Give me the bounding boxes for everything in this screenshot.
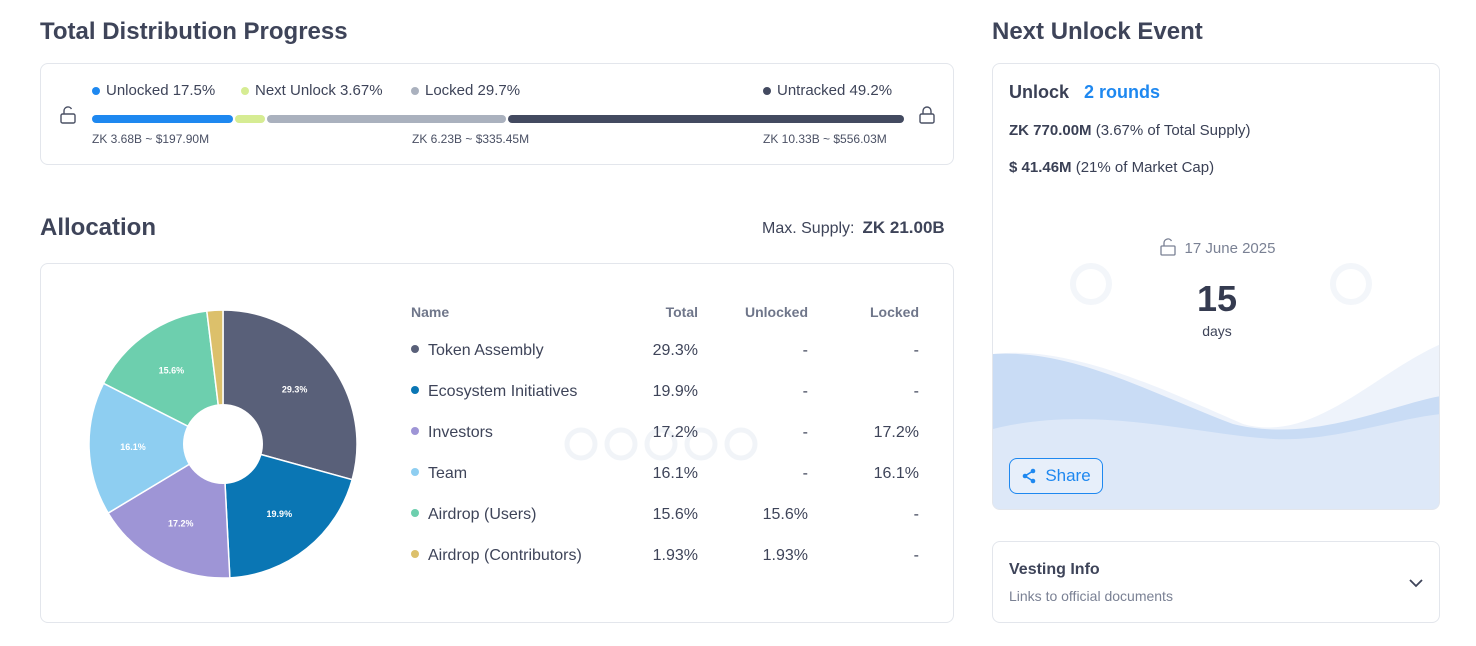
wave-decoration: [993, 344, 1439, 509]
row-locked: -: [913, 341, 919, 359]
row-unlocked: -: [802, 423, 808, 441]
row-total: 1.93%: [652, 546, 698, 564]
pie-slice[interactable]: [102, 310, 224, 446]
unlocked-amount: ZK 3.68B ~ $197.90M: [92, 132, 210, 146]
countdown-value: 15: [1196, 278, 1238, 319]
col-locked: Locked: [869, 304, 919, 320]
max-supply: Max. Supply: ZK 21.00B: [762, 218, 945, 237]
allocation-table: Name Total Unlocked Locked Token Assembl…: [411, 304, 919, 576]
vesting-title: Vesting Info: [1009, 561, 1100, 578]
untracked-amount: ZK 10.33B ~ $556.03M: [763, 132, 887, 146]
row-unlocked: -: [802, 464, 808, 482]
next-unlock-card: Unlock 2 rounds ZK 770.00M (3.67% of Tot…: [992, 63, 1440, 510]
countdown-unit: days: [1202, 323, 1232, 339]
row-name: Airdrop (Users): [411, 494, 646, 535]
row-name: Team: [411, 453, 646, 494]
row-total: 15.6%: [652, 505, 698, 523]
row-name: Token Assembly: [411, 330, 646, 371]
pie-slice-label: 16.1%: [120, 442, 146, 452]
table-row: Ecosystem Initiatives 19.9% - -: [411, 371, 919, 412]
progress-segment: [92, 115, 233, 123]
progress-segment: [234, 115, 265, 123]
table-row: Team 16.1% - 16.1%: [411, 453, 919, 494]
legend-next-unlock: Next Unlock 3.67%: [241, 82, 383, 99]
row-unlocked: -: [802, 382, 808, 400]
pie-slice-label: 19.9%: [267, 509, 293, 519]
share-icon: [1023, 468, 1036, 484]
row-color-dot: [411, 508, 419, 517]
progress-segment: [266, 115, 506, 123]
row-unlocked: 15.6%: [762, 505, 808, 523]
row-name: Investors: [411, 412, 646, 453]
chevron-down-icon[interactable]: [1409, 578, 1423, 588]
table-row: Investors 17.2% - 17.2%: [411, 412, 919, 453]
row-total: 19.9%: [652, 382, 698, 400]
share-button[interactable]: Share: [1009, 458, 1103, 494]
pie-slice-label: 15.6%: [159, 365, 185, 375]
pie-slice-label: 17.2%: [168, 518, 194, 528]
unlock-header: Unlock 2 rounds: [1009, 82, 1161, 102]
pie-slice[interactable]: [107, 442, 231, 579]
row-locked: 16.1%: [873, 464, 919, 482]
progress-segment: [507, 115, 905, 123]
next-unlock-title: Next Unlock Event: [992, 18, 1203, 45]
row-locked: -: [913, 505, 919, 523]
locked-amount: ZK 6.23B ~ $335.45M: [412, 132, 530, 146]
row-color-dot: [411, 467, 419, 476]
row-total: 16.1%: [652, 464, 698, 482]
row-color-dot: [411, 426, 419, 435]
allocation-card: 29.3% 19.9% 17.2% 16.1% 15.6% Name Total Unl…: [40, 263, 954, 623]
unlock-usd: $ 41.46M (21% of Market Cap): [1009, 159, 1215, 176]
unlock-icon: [60, 106, 76, 124]
legend-unlocked: Unlocked 17.5%: [92, 82, 215, 99]
table-row: Airdrop (Contributors) 1.93% 1.93% -: [411, 535, 919, 576]
pie-hole: [183, 404, 263, 484]
pie-slice[interactable]: [222, 443, 354, 579]
distribution-progress-bar: [92, 115, 905, 123]
allocation-title: Allocation: [40, 214, 157, 241]
row-color-dot: [411, 549, 419, 558]
table-row: Airdrop (Users) 15.6% 15.6% -: [411, 494, 919, 535]
table-row: Token Assembly 29.3% - -: [411, 330, 919, 371]
row-color-dot: [411, 344, 419, 353]
row-total: 29.3%: [652, 341, 698, 359]
col-name: Name: [411, 304, 450, 320]
unlock-date: 17 June 2025: [993, 238, 1439, 257]
distribution-title: Total Distribution Progress: [40, 18, 348, 45]
row-color-dot: [411, 385, 419, 394]
rounds-link[interactable]: 2 rounds: [1084, 82, 1161, 102]
col-total: Total: [665, 304, 698, 320]
row-name: Ecosystem Initiatives: [411, 371, 646, 412]
row-locked: -: [913, 382, 919, 400]
row-unlocked: -: [802, 341, 808, 359]
vesting-info-accordion[interactable]: Vesting Info Links to official documents: [992, 541, 1440, 623]
row-unlocked: 1.93%: [762, 546, 808, 564]
row-locked: -: [913, 546, 919, 564]
pie-slice-label: 29.3%: [282, 384, 308, 394]
vesting-subtitle: Links to official documents: [1009, 588, 1173, 604]
row-locked: 17.2%: [873, 423, 919, 441]
lock-icon: [919, 106, 935, 124]
row-total: 17.2%: [652, 423, 698, 441]
unlock-amount: ZK 770.00M (3.67% of Total Supply): [1009, 122, 1251, 139]
unlock-icon: [1159, 238, 1176, 256]
allocation-pie-chart: 29.3% 19.9% 17.2% 16.1% 15.6%: [88, 309, 358, 579]
distribution-card: Unlocked 17.5% Next Unlock 3.67% Locked …: [40, 63, 954, 165]
col-unlocked: Unlocked: [744, 304, 808, 320]
legend-untracked: Untracked 49.2%: [763, 82, 892, 99]
row-name: Airdrop (Contributors): [411, 535, 646, 576]
legend-locked: Locked 29.7%: [411, 82, 520, 99]
pie-slice[interactable]: [88, 382, 225, 515]
